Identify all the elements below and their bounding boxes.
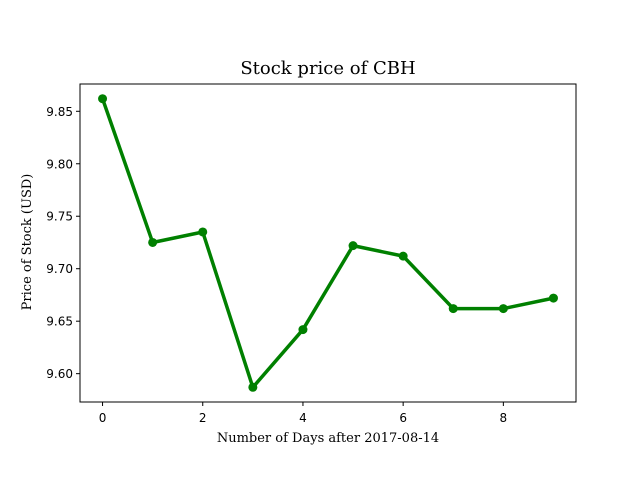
y-tick-label: 9.65 [46,315,73,329]
y-tick-label: 9.85 [46,105,73,119]
y-tick-label: 9.60 [46,367,73,381]
chart-title: Stock price of CBH [240,58,415,79]
data-point [248,382,258,392]
y-tick-label: 9.80 [46,157,73,171]
data-point [148,237,158,247]
data-point [348,241,358,251]
x-tick-label: 8 [500,411,508,425]
data-point [448,304,458,314]
data-point [98,94,108,104]
x-tick-label: 4 [299,411,307,425]
data-point [398,251,408,261]
data-point [298,325,308,335]
data-point [498,304,508,314]
y-tick-label: 9.75 [46,210,73,224]
plot-frame [79,83,577,403]
axes: 0 2 4 6 8 9.60 9.65 9.70 9.75 9.80 9.85 [46,83,577,425]
y-axis-label: Price of Stock (USD) [20,174,35,311]
plot-area [98,94,558,392]
x-axis-label: Number of Days after 2017-08-14 [217,431,439,446]
series-line [100,96,556,390]
y-tick-label: 9.70 [46,262,73,276]
x-tick-label: 6 [399,411,407,425]
x-tick-label: 0 [99,411,107,425]
x-tick-label: 2 [199,411,207,425]
data-point [198,227,208,237]
data-point [548,293,558,303]
